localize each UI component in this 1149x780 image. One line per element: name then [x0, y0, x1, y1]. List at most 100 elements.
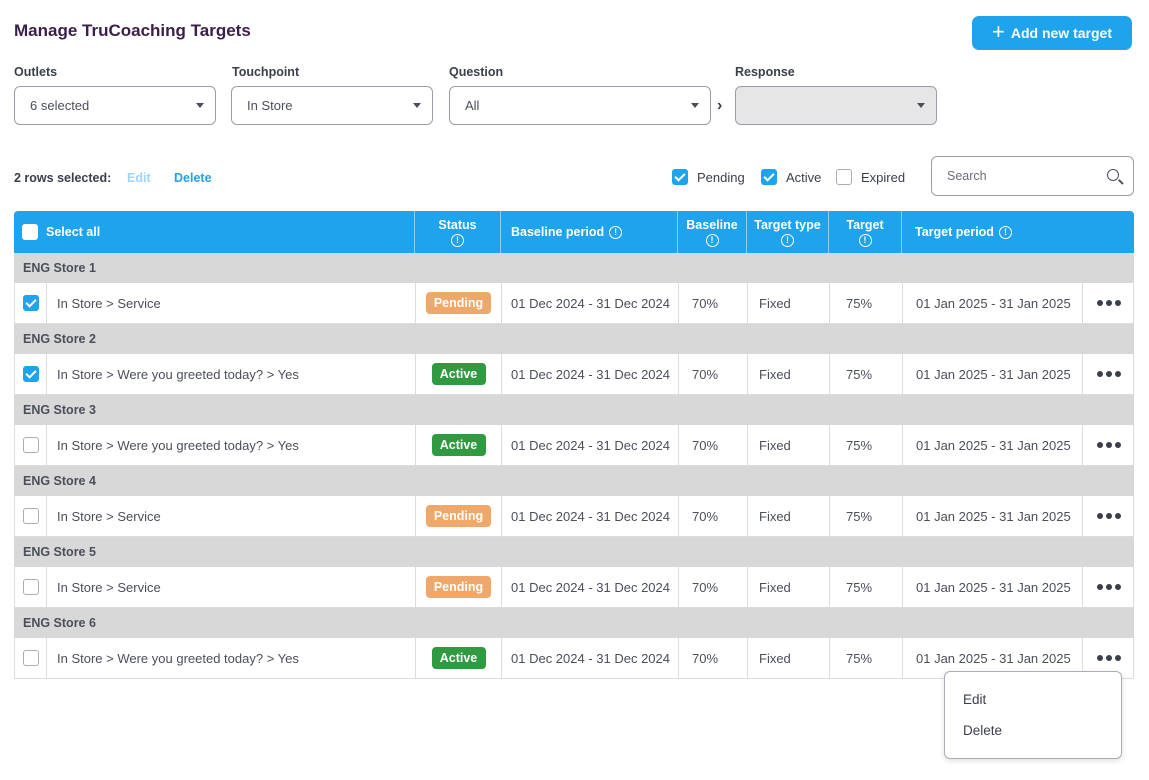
target-period-cell: 01 Jan 2025 - 31 Jan 2025: [903, 283, 1083, 323]
filter-expired[interactable]: Expired: [836, 169, 905, 185]
menu-delete[interactable]: Delete: [963, 723, 1003, 738]
target-period-value: 01 Jan 2025 - 31 Jan 2025: [916, 366, 1071, 382]
group-name: ENG Store 3: [23, 403, 96, 417]
dot: [1115, 442, 1121, 448]
outlets-value: 6 selected: [30, 98, 90, 113]
more-options-icon[interactable]: [1097, 584, 1121, 590]
target-type-cell: Fixed: [748, 354, 830, 394]
bulk-edit-link[interactable]: Edit: [127, 171, 151, 185]
target-cell: 75%: [830, 283, 903, 323]
target-header: Target !: [829, 211, 902, 253]
actions-cell[interactable]: [1083, 638, 1135, 678]
status-badge: Pending: [426, 292, 491, 314]
group-name: ENG Store 5: [23, 545, 96, 559]
path-value: In Store > Were you greeted today? > Yes: [57, 366, 299, 382]
actions-cell[interactable]: [1083, 567, 1135, 607]
add-new-target-button[interactable]: + Add new target: [972, 16, 1132, 50]
dot: [1115, 513, 1121, 519]
expired-checkbox[interactable]: [836, 169, 852, 185]
actions-cell[interactable]: [1083, 283, 1135, 323]
targets-table: Select all Status ! Baseline period ! Ba…: [14, 211, 1134, 679]
select-all-header[interactable]: Select all: [14, 211, 415, 253]
info-icon[interactable]: !: [858, 233, 872, 247]
touchpoint-select[interactable]: In Store: [231, 86, 433, 125]
table-row[interactable]: In Store > Were you greeted today? > Yes…: [14, 354, 1134, 395]
target-period-value: 01 Jan 2025 - 31 Jan 2025: [916, 650, 1071, 666]
touchpoint-value: In Store: [247, 98, 293, 113]
select-all-label: Select all: [46, 225, 101, 239]
baseline-cell: 70%: [679, 638, 748, 678]
status-cell: Pending: [416, 283, 502, 323]
bulk-delete-link[interactable]: Delete: [174, 171, 212, 185]
target-value: 75%: [846, 508, 873, 524]
status-header-label: Status: [438, 217, 477, 232]
dot: [1097, 442, 1103, 448]
actions-cell[interactable]: [1083, 496, 1135, 536]
row-checkbox[interactable]: [22, 437, 39, 453]
baseline-cell: 70%: [679, 496, 748, 536]
baseline-value: 70%: [692, 366, 719, 382]
more-options-icon[interactable]: [1097, 655, 1121, 661]
status-badge: Active: [431, 363, 486, 385]
response-select[interactable]: [735, 86, 937, 125]
select-all-checkbox[interactable]: [22, 224, 38, 240]
question-select[interactable]: All: [449, 86, 711, 125]
page-title: Manage TruCoaching Targets: [14, 21, 251, 40]
search-box[interactable]: Search: [931, 156, 1134, 196]
chevron-right-icon: ›: [717, 97, 723, 114]
row-checkbox[interactable]: [22, 650, 39, 666]
baseline-header: Baseline !: [678, 211, 747, 253]
group-row: ENG Store 4: [14, 466, 1134, 496]
rows-selected-text: 2 rows selected:: [14, 171, 112, 185]
dot: [1097, 300, 1103, 306]
target-period-header-label: Target period: [915, 225, 994, 239]
target-header-label: Target: [846, 217, 884, 232]
check-cell: [15, 354, 47, 394]
row-checkbox[interactable]: [22, 579, 39, 595]
filter-pending[interactable]: Pending: [672, 169, 745, 185]
baseline-period-value: 01 Dec 2024 - 31 Dec 2024: [511, 579, 670, 595]
table-row[interactable]: In Store > Service Pending 01 Dec 2024 - 3…: [14, 283, 1134, 324]
row-checkbox[interactable]: [22, 366, 39, 382]
table-row[interactable]: In Store > Were you greeted today? > Yes…: [14, 425, 1134, 466]
search-input[interactable]: Search: [947, 169, 987, 183]
baseline-value: 70%: [692, 579, 719, 595]
info-icon[interactable]: !: [451, 233, 464, 247]
pending-checkbox[interactable]: [672, 169, 688, 185]
more-options-icon[interactable]: [1097, 300, 1121, 306]
status-badge: Active: [431, 647, 486, 669]
row-checkbox[interactable]: [22, 295, 39, 311]
target-type-cell: Fixed: [748, 283, 830, 323]
actions-cell[interactable]: [1083, 354, 1135, 394]
target-type-cell: Fixed: [748, 638, 830, 678]
target-cell: 75%: [830, 496, 903, 536]
menu-edit[interactable]: Edit: [963, 692, 987, 707]
actions-cell[interactable]: [1083, 425, 1135, 465]
filter-active[interactable]: Active: [761, 169, 821, 185]
status-badge: Active: [431, 434, 486, 456]
path-value: In Store > Service: [57, 579, 161, 595]
info-icon[interactable]: !: [781, 233, 794, 247]
table-row[interactable]: In Store > Were you greeted today? > Yes…: [14, 638, 1134, 679]
target-type-value: Fixed: [759, 579, 791, 595]
info-icon[interactable]: !: [609, 225, 623, 239]
more-options-icon[interactable]: [1097, 513, 1121, 519]
target-value: 75%: [846, 579, 873, 595]
path-value: In Store > Service: [57, 295, 161, 311]
check-cell: [15, 567, 47, 607]
row-checkbox[interactable]: [22, 508, 39, 524]
path-value: In Store > Were you greeted today? > Yes: [57, 650, 299, 666]
info-icon[interactable]: !: [705, 233, 719, 247]
table-row[interactable]: In Store > Service Pending 01 Dec 2024 - 3…: [14, 567, 1134, 608]
more-options-icon[interactable]: [1097, 442, 1121, 448]
baseline-period-cell: 01 Dec 2024 - 31 Dec 2024: [502, 638, 679, 678]
baseline-period-value: 01 Dec 2024 - 31 Dec 2024: [511, 650, 670, 666]
caret-down-icon: [413, 103, 421, 108]
path-cell: In Store > Service: [47, 283, 416, 323]
search-icon[interactable]: [1107, 169, 1119, 181]
table-row[interactable]: In Store > Service Pending 01 Dec 2024 - 3…: [14, 496, 1134, 537]
info-icon[interactable]: !: [998, 225, 1012, 239]
active-checkbox[interactable]: [761, 169, 777, 185]
outlets-select[interactable]: 6 selected: [14, 86, 216, 125]
more-options-icon[interactable]: [1097, 371, 1121, 377]
